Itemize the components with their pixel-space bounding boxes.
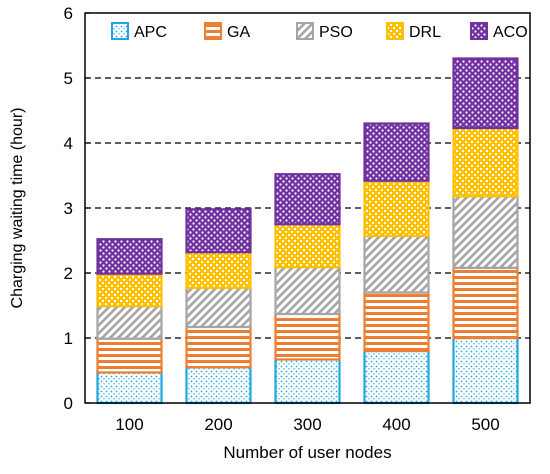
legend-label: GA xyxy=(227,24,250,41)
bar-segment-aco xyxy=(363,122,430,182)
bar-segment-apc xyxy=(96,371,163,405)
legend-item-aco: ACO xyxy=(470,22,528,41)
y-tick-label: 3 xyxy=(64,199,73,218)
legend-label: DRL xyxy=(409,24,441,41)
y-tick-label: 1 xyxy=(64,329,73,348)
y-axis-label: Charging waiting time (hour) xyxy=(9,108,26,309)
legend-swatch xyxy=(204,22,222,40)
y-tick-label: 0 xyxy=(64,394,73,413)
axes: 0 1 2 3 4 5 6 100 200 300 400 500 xyxy=(64,4,500,434)
bar-segment-aco xyxy=(452,57,519,130)
legend-label: PSO xyxy=(319,24,353,41)
bar-segment-pso xyxy=(274,266,341,316)
legend-swatch xyxy=(111,22,129,40)
bar-segment-ga xyxy=(363,291,430,353)
bar-segment-pso xyxy=(96,305,163,340)
bar-segment-aco xyxy=(274,173,341,226)
bar-segment-apc xyxy=(363,349,430,405)
bar-segment-pso xyxy=(363,234,430,294)
bar-segment-pso xyxy=(185,286,252,329)
legend-item-pso: PSO xyxy=(296,22,353,41)
legend-item-drl: DRL xyxy=(386,22,441,41)
bar-segment-apc xyxy=(274,358,341,405)
y-tick-label: 6 xyxy=(64,4,73,23)
bars xyxy=(96,57,519,405)
bar-segment-ga xyxy=(452,266,519,340)
legend: APC GA PSO DRL ACO xyxy=(111,22,528,41)
x-tick-label: 500 xyxy=(471,415,499,434)
legend-swatch xyxy=(296,22,314,40)
x-tick-label: 200 xyxy=(204,415,232,434)
bar-segment-ga xyxy=(96,337,163,374)
bar-segment-apc xyxy=(185,366,252,405)
legend-swatch xyxy=(470,22,488,40)
x-axis-label: Number of user nodes xyxy=(223,443,391,462)
x-tick-label: 100 xyxy=(115,415,143,434)
legend-label: ACO xyxy=(493,24,528,41)
bar-segment-aco xyxy=(96,238,163,275)
legend-label: APC xyxy=(134,24,167,41)
legend-item-apc: APC xyxy=(111,22,167,41)
bar-segment-apc xyxy=(452,336,519,405)
bar-segment-drl xyxy=(452,126,519,198)
x-tick-label: 300 xyxy=(293,415,321,434)
bar-segment-drl xyxy=(96,272,163,308)
bar-segment-aco xyxy=(185,208,252,254)
y-tick-label: 5 xyxy=(64,69,73,88)
bar-segment-ga xyxy=(274,312,341,361)
bar-segment-drl xyxy=(185,251,252,290)
bar-segment-pso xyxy=(452,195,519,269)
bar-segment-ga xyxy=(185,325,252,369)
x-tick-label: 400 xyxy=(382,415,410,434)
legend-swatch xyxy=(386,22,404,40)
y-tick-label: 4 xyxy=(64,134,73,153)
y-tick-label: 2 xyxy=(64,264,73,283)
bar-segment-drl xyxy=(363,179,430,238)
legend-item-ga: GA xyxy=(204,22,250,41)
bar-segment-drl xyxy=(274,223,341,269)
